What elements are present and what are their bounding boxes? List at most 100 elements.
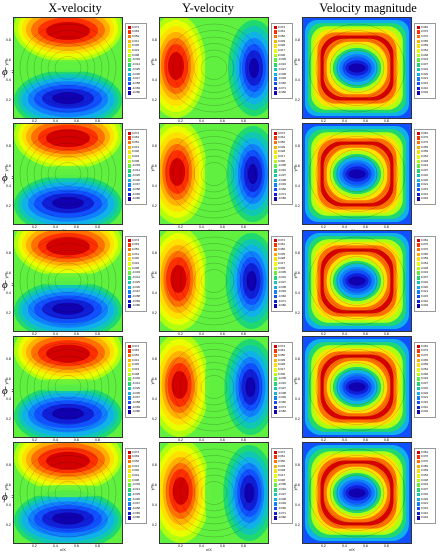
legend-level: -0.014 [132, 487, 140, 492]
legend-level: 0.059 [421, 468, 428, 473]
legend-swatch [127, 34, 131, 39]
x-tick-label: 0.8 [384, 543, 389, 548]
legend-swatch [273, 492, 277, 497]
legend-level: -0.005 [278, 163, 286, 168]
legend-level: -0.025 [132, 279, 140, 284]
legend-level: 0.065 [421, 463, 428, 468]
legend-level: 0.072 [278, 130, 285, 135]
legend-swatch [127, 353, 131, 358]
y-tick-label: 0.8 [152, 463, 157, 467]
legend-swatch [273, 276, 277, 280]
y-tick-label: 0.6 [152, 377, 157, 381]
legend-swatch [416, 382, 420, 386]
legend-swatch [127, 396, 131, 400]
legend-level: -0.036 [132, 71, 140, 76]
x-tick-label: 0.2 [178, 543, 183, 548]
legend-swatch [273, 72, 277, 77]
y-tick-label: 0.4 [152, 78, 157, 82]
legend-swatch [416, 159, 420, 164]
color-legend: 0.074 0.063 0.052 0.041 0.030 0.019 0.008 -0.00… [125, 448, 147, 524]
legend-level: -0.080 [132, 196, 140, 201]
contour-panel-x-row3: y/Yx/X0.20.20.40.40.60.60.80.80.0740.063… [3, 230, 148, 340]
contour-panel-m-row1: y/Yx/X0.20.20.40.40.60.60.80.80.0810.076… [292, 17, 437, 127]
legend-level: 0.032 [421, 491, 428, 496]
legend-level: -0.047 [132, 182, 140, 187]
color-legend: 0.081 0.076 0.070 0.065 0.059 0.054 0.048 0.043… [414, 23, 436, 99]
legend-level: -0.038 [278, 390, 286, 395]
legend-level: 0.017 [278, 154, 285, 158]
legend-level: 0.063 [132, 29, 139, 34]
legend-swatch [127, 145, 131, 150]
y-tick-label: 0.6 [295, 483, 300, 487]
x-tick-label: 0.6 [220, 331, 225, 336]
legend-swatch [127, 400, 131, 405]
contour-panel-m-row2: y/Y x/X 0.2 0.2 0.4 0.4 0.6 0.6 0.8 0.8 0.081 0.076… [292, 123, 437, 233]
legend-level: -0.025 [132, 491, 140, 496]
contour-field [14, 231, 122, 331]
legend-swatch [416, 469, 420, 473]
legend-level: 0.039 [278, 357, 285, 362]
y-tick-label: 0.2 [295, 204, 300, 208]
legend-level: 0.004 [421, 303, 428, 308]
contour-field [14, 18, 122, 118]
color-legend: 0.081 0.076 0.070 0.065 0.059 0.054 0.048 0.043… [414, 129, 436, 205]
legend-swatch [416, 304, 420, 308]
contour-panel-x-row1: y/Yx/X0.20.20.40.40.60.60.80.80.0740.063… [3, 17, 148, 127]
legend-swatch [273, 516, 277, 520]
legend-level: 0.032 [421, 385, 428, 390]
y-tick-label: 0.8 [295, 38, 300, 42]
y-tick-label: 0.4 [295, 78, 300, 82]
legend-level: 0.081 [421, 343, 428, 348]
legend-swatch [416, 197, 420, 201]
legend-swatch [273, 257, 277, 261]
legend-swatch [127, 455, 131, 459]
legend-level: -0.082 [278, 90, 286, 95]
legend-swatch [416, 192, 420, 197]
legend-swatch [416, 150, 420, 154]
legend-swatch [416, 91, 420, 95]
x-tick-label: 0.2 [178, 224, 183, 229]
legend-level: 0.008 [132, 265, 139, 270]
legend-level: 0.074 [132, 130, 139, 135]
y-tick-label: 0.2 [6, 417, 11, 421]
legend-level: 0.043 [421, 376, 428, 381]
contour-plot [302, 442, 412, 544]
y-tick-label: 0.2 [295, 523, 300, 527]
legend-level: 0.070 [421, 246, 428, 251]
legend-level: -0.049 [278, 501, 286, 506]
legend-level: 0.061 [278, 454, 285, 459]
legend-level: 0.043 [421, 57, 428, 62]
y-tick-label: 0.6 [295, 377, 300, 381]
legend-level: 0.063 [132, 348, 139, 353]
legend-level: -0.071 [278, 404, 286, 409]
x-tick-label: 0.6 [363, 224, 368, 229]
legend-level: 0.063 [132, 242, 139, 247]
legend-level: 0.065 [421, 357, 428, 362]
legend-level: 0.008 [132, 371, 139, 376]
legend-level: 0.041 [132, 251, 139, 256]
legend-swatch [127, 368, 131, 372]
legend-level: 0.008 [132, 52, 139, 57]
column-title-2: Y-velocity [181, 1, 235, 15]
x-tick-label: 0.2 [178, 331, 183, 336]
legend-level: 0.010 [421, 404, 428, 409]
legend-swatch [416, 474, 420, 478]
legend-swatch [416, 294, 420, 299]
x-tick-label: 0.6 [74, 437, 79, 442]
legend-swatch [273, 285, 277, 290]
x-tick-label: 0.8 [241, 331, 246, 336]
legend-swatch [273, 478, 277, 483]
legend-swatch [416, 77, 420, 81]
x-tick-label: 0.2 [32, 331, 37, 336]
legend-swatch [273, 391, 277, 396]
legend-swatch [416, 25, 420, 30]
legend-swatch [273, 349, 277, 353]
legend-swatch [416, 145, 420, 150]
x-tick-label: 0.2 [321, 437, 326, 442]
legend-level: -0.003 [132, 482, 140, 487]
y-tick-label: 0.8 [295, 144, 300, 148]
legend-swatch [273, 25, 277, 30]
legend-swatch [273, 358, 277, 363]
legend-swatch [127, 450, 131, 455]
y-tick-label: 0.8 [6, 144, 11, 148]
